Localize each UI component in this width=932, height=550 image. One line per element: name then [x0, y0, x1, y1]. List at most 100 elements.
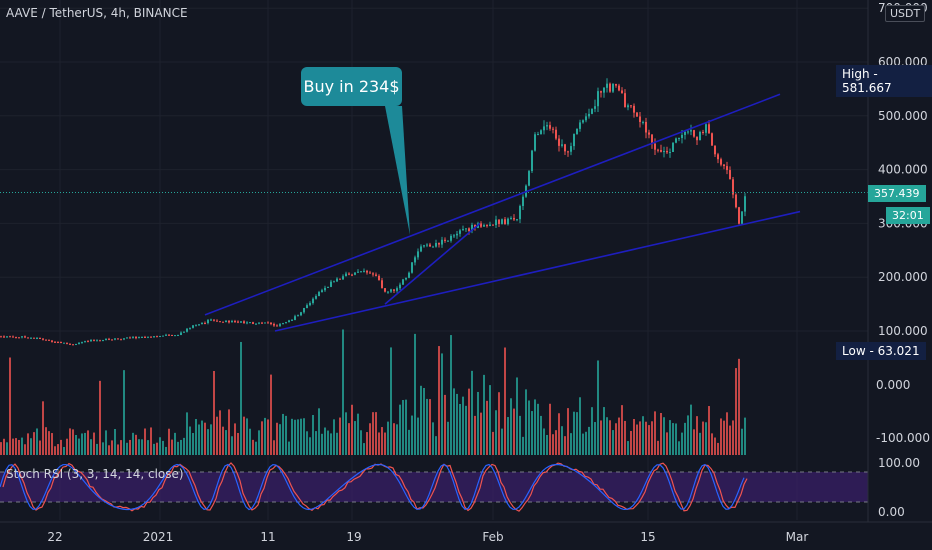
volume-bar — [21, 437, 23, 455]
candle-body — [33, 337, 35, 339]
volume-bar — [237, 432, 239, 455]
volume-bar — [474, 415, 476, 455]
candle-body — [201, 322, 203, 325]
candle-body — [21, 336, 23, 338]
volume-bar — [441, 353, 443, 455]
price-tick-label: 400.000 — [878, 163, 928, 177]
volume-bar — [450, 335, 452, 455]
volume-bar — [354, 421, 356, 455]
candle-body — [639, 116, 641, 122]
volume-bar — [390, 347, 392, 455]
candle-body — [270, 322, 272, 325]
volume-bar — [597, 360, 599, 455]
candle-body — [114, 338, 116, 340]
candle-body — [402, 279, 404, 285]
candle-body — [234, 321, 236, 323]
candle-body — [132, 336, 134, 338]
candle-body — [12, 336, 14, 338]
volume-bar — [429, 399, 431, 455]
candle-body — [87, 341, 89, 343]
candle-body — [510, 217, 512, 219]
candle-body — [579, 122, 581, 129]
volume-bar — [267, 419, 269, 455]
candle-body — [390, 289, 392, 292]
candle-body — [411, 262, 413, 273]
candle-body — [204, 322, 206, 324]
candle-body — [660, 150, 662, 152]
volume-bar — [195, 419, 197, 455]
volume-bar — [693, 429, 695, 455]
volume-bar — [348, 423, 350, 455]
candle-body — [600, 91, 602, 93]
volume-bar — [462, 396, 464, 455]
currency-selector[interactable]: USDT — [885, 5, 926, 22]
candle-body — [666, 150, 668, 153]
volume-bar — [480, 412, 482, 455]
candle-body — [60, 342, 62, 344]
volume-bar — [183, 437, 185, 455]
volume-bar — [702, 421, 704, 455]
candle-body — [18, 337, 20, 339]
price-tick-label: 500.000 — [878, 109, 928, 123]
volume-bar — [735, 368, 737, 455]
candle-body — [75, 344, 77, 346]
volume-bar — [246, 418, 248, 455]
candle-body — [111, 339, 113, 341]
candle-body — [324, 287, 326, 291]
volume-bar — [243, 416, 245, 455]
candle-body — [147, 336, 149, 338]
candle-body — [39, 337, 41, 339]
candle-body — [528, 171, 530, 186]
candle-body — [213, 319, 215, 321]
volume-bar — [309, 437, 311, 455]
volume-bar — [300, 418, 302, 455]
candle-body — [177, 334, 179, 336]
volume-bar — [459, 403, 461, 455]
candle-body — [294, 316, 296, 320]
candle-body — [36, 337, 38, 339]
volume-tick-label: -100.000 — [876, 431, 930, 445]
volume-bar — [51, 433, 53, 455]
volume-bar — [654, 411, 656, 455]
candle-body — [99, 340, 101, 342]
candle-body — [576, 128, 578, 135]
candle-body — [237, 321, 239, 323]
volume-bar — [177, 441, 179, 455]
volume-bar — [129, 439, 131, 455]
candle-body — [636, 112, 638, 117]
volume-bar — [261, 421, 263, 455]
volume-bar — [63, 446, 65, 455]
volume-bar — [111, 440, 113, 455]
candle-body — [672, 142, 674, 153]
candle-body — [708, 124, 710, 134]
volume-bar — [573, 411, 575, 455]
candle-body — [222, 321, 224, 323]
volume-bar — [75, 434, 77, 455]
candle-body — [438, 242, 440, 245]
volume-bar — [561, 426, 563, 455]
candle-body — [624, 93, 626, 108]
candle-body — [45, 339, 47, 341]
candle-body — [516, 219, 518, 221]
volume-bar — [618, 417, 620, 455]
volume-bar — [189, 426, 191, 455]
candle-body — [654, 143, 656, 150]
candle-body — [282, 323, 284, 325]
candle-body — [573, 134, 575, 147]
volume-bar — [723, 420, 725, 455]
candle-body — [159, 336, 161, 338]
volume-bar — [486, 400, 488, 455]
candle-body — [543, 126, 545, 131]
candle-body — [42, 338, 44, 340]
volume-bar — [621, 405, 623, 455]
volume-tick-label: 0.000 — [876, 378, 910, 392]
volume-bar — [711, 433, 713, 455]
candle-body — [471, 224, 473, 231]
volume-bar — [342, 329, 344, 455]
volume-bar — [93, 432, 95, 455]
volume-bar — [375, 412, 377, 455]
candle-body — [57, 342, 59, 344]
volume-bar — [546, 434, 548, 455]
candle-body — [228, 320, 230, 323]
